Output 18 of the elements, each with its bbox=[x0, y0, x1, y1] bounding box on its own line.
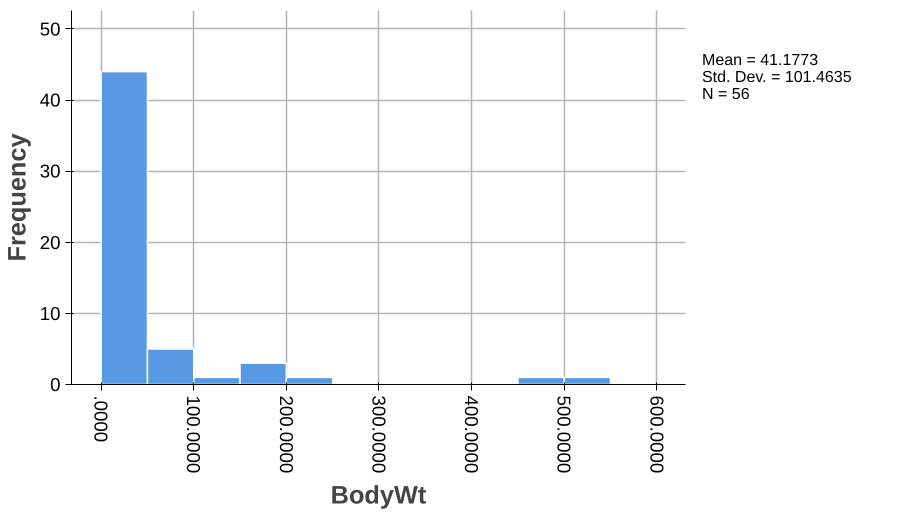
y-axis-title: Frequency bbox=[4, 133, 32, 262]
x-tick-label: 100.0000 bbox=[183, 396, 204, 474]
y-tick-label: 50 bbox=[40, 18, 61, 40]
x-tick-label: .0000 bbox=[90, 396, 112, 442]
x-tick-label: 500.0000 bbox=[554, 396, 575, 474]
text: Std. Dev. = 101.4635 bbox=[702, 69, 852, 86]
text: Mean = 41.1773 bbox=[702, 52, 818, 69]
y-tick-label: 20 bbox=[40, 232, 61, 253]
x-tick-label: 400.0000 bbox=[461, 396, 482, 474]
x-tick-label: 200.0000 bbox=[276, 396, 297, 474]
text: N = 56 bbox=[702, 86, 750, 103]
y-tick-label: 40 bbox=[40, 90, 61, 111]
y-tick-label: 10 bbox=[40, 302, 61, 324]
x-tick-label: 600.0000 bbox=[646, 396, 668, 474]
x-tick-label: 300.0000 bbox=[368, 396, 390, 474]
y-tick-label: 0 bbox=[50, 374, 61, 395]
x-axis-title: BodyWt bbox=[330, 481, 427, 510]
y-tick-label: 30 bbox=[40, 160, 61, 182]
